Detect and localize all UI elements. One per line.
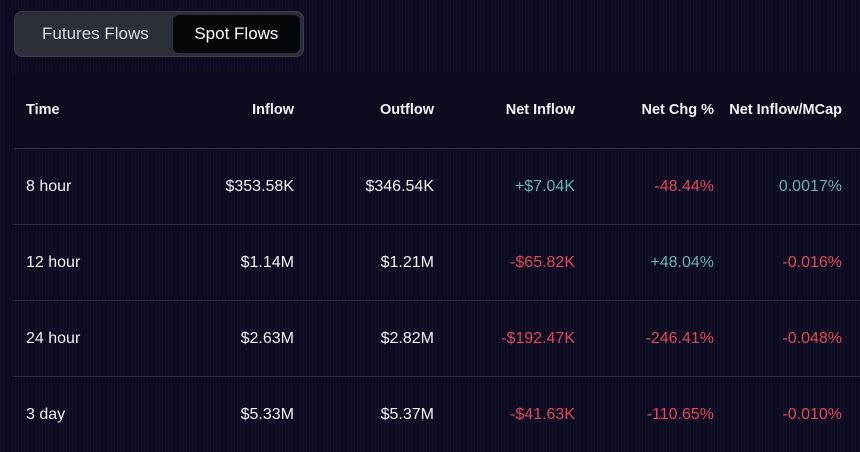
cell-net-chg: +48.04%	[650, 253, 714, 271]
cell-net-inflow-mcap: -0.048%	[782, 329, 842, 347]
cell-inflow: $2.63M	[240, 329, 294, 347]
cell-net-inflow: +$7.04K	[514, 177, 575, 195]
cell-net-chg: -246.41%	[645, 329, 715, 347]
cell-net-chg: -48.44%	[654, 177, 714, 195]
header-time[interactable]: Time	[26, 102, 60, 118]
tab-futures-flows[interactable]: Futures Flows	[42, 24, 149, 43]
flow-type-tabs: Futures Flows Spot Flows	[14, 11, 304, 57]
cell-outflow: $1.21M	[380, 253, 434, 271]
cell-time: 12 hour	[26, 253, 81, 271]
cell-inflow: $353.58K	[225, 177, 294, 195]
cell-time: 24 hour	[26, 329, 81, 347]
cell-outflow: $5.37M	[380, 405, 434, 423]
cell-net-inflow: -$41.63K	[510, 405, 575, 423]
cell-time: 8 hour	[26, 177, 72, 195]
cell-net-inflow-mcap: -0.016%	[782, 253, 842, 271]
table-row: 8 hour $353.58K $346.54K +$7.04K -48.44%…	[14, 149, 860, 225]
table-row: 12 hour $1.14M $1.21M -$65.82K +48.04% -…	[14, 225, 860, 301]
header-outflow[interactable]: Outflow	[380, 102, 434, 118]
cell-outflow: $346.54K	[365, 177, 434, 195]
tab-spot-flows[interactable]: Spot Flows	[172, 15, 300, 53]
table-row: 3 day $5.33M $5.37M -$41.63K -110.65% -0…	[14, 377, 860, 452]
cell-inflow: $1.14M	[240, 253, 294, 271]
cell-net-inflow: -$192.47K	[501, 329, 575, 347]
header-net-inflow[interactable]: Net Inflow	[505, 102, 575, 118]
cell-net-chg: -110.65%	[646, 405, 714, 423]
header-inflow[interactable]: Inflow	[252, 102, 294, 118]
cell-time: 3 day	[26, 405, 66, 423]
cell-net-inflow-mcap: 0.0017%	[778, 177, 842, 195]
cell-net-inflow: -$65.82K	[510, 253, 575, 271]
cell-inflow: $5.33M	[240, 405, 294, 423]
cell-outflow: $2.82M	[380, 329, 434, 347]
flows-table: Time Inflow Outflow Net Inflow Net Chg %…	[14, 72, 860, 448]
table-row: 24 hour $2.63M $2.82M -$192.47K -246.41%…	[14, 301, 860, 377]
header-net-inflow-mcap[interactable]: Net Inflow/MCap	[729, 102, 842, 118]
table-header-row: Time Inflow Outflow Net Inflow Net Chg %…	[14, 72, 860, 149]
cell-net-inflow-mcap: -0.010%	[782, 405, 842, 423]
header-net-chg[interactable]: Net Chg %	[641, 102, 715, 118]
